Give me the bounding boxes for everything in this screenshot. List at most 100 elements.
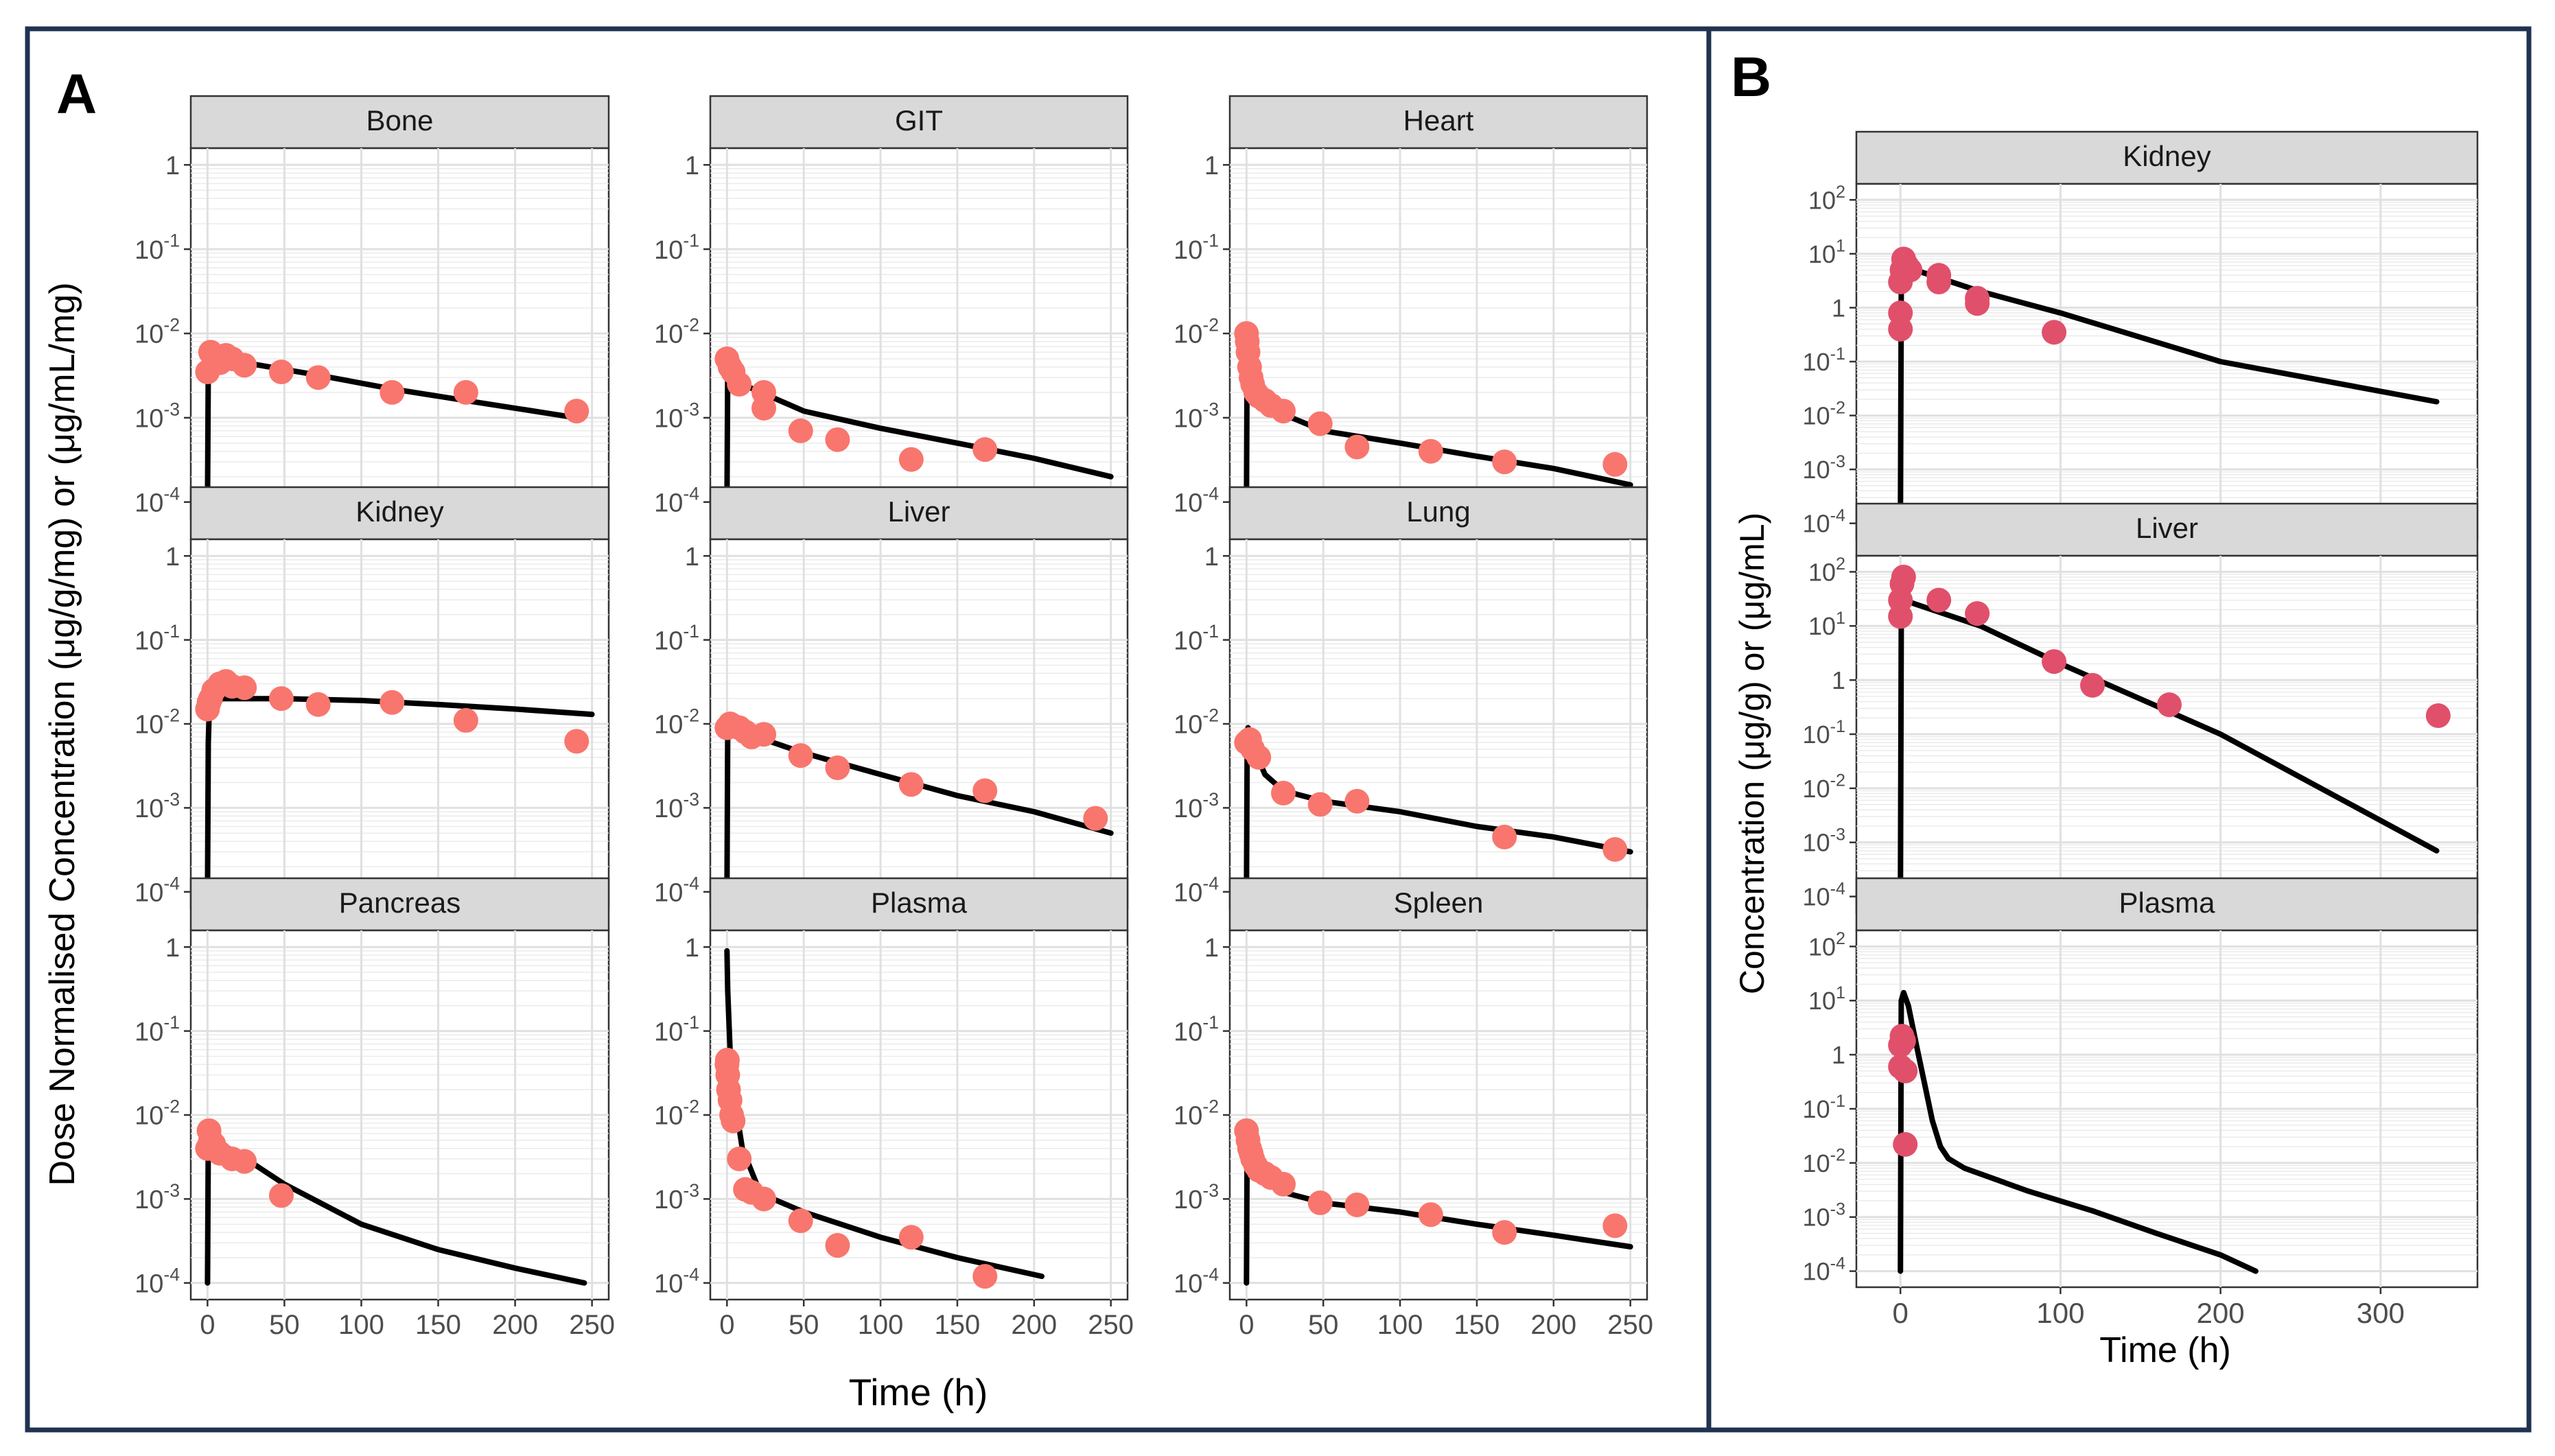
x-tick-label-a-pancreas: 100 bbox=[338, 1310, 384, 1340]
observed-point-a-spleen bbox=[1307, 1190, 1333, 1215]
y-tick-label-a-spleen: 10-4 bbox=[1174, 1264, 1219, 1298]
observed-point-b-liver bbox=[2425, 703, 2451, 728]
x-tick-label-a-spleen: 100 bbox=[1377, 1310, 1423, 1340]
y-tick-label-b-kidney: 10-4 bbox=[1803, 506, 1845, 537]
x-tick-label-a-pancreas: 0 bbox=[200, 1310, 215, 1340]
observed-point-b-liver bbox=[2080, 672, 2105, 698]
y-tick-label-b-liver: 10-1 bbox=[1803, 717, 1845, 749]
gridlines-a-liver bbox=[710, 539, 1128, 908]
y-tick-label-b-plasma: 101 bbox=[1808, 983, 1845, 1015]
observed-point-a-plasma bbox=[825, 1233, 850, 1258]
strip-title-a-spleen: Spleen bbox=[1394, 886, 1484, 919]
strip-b-kidney bbox=[1855, 130, 2479, 185]
facet-a-plasma: Plasma 10-4 10-3 10-2 10-1 1 0 50 100 150 200 250 bbox=[654, 877, 1134, 1340]
observed-point-a-kidney bbox=[232, 675, 257, 701]
plots-layer: Bone 10-4 10-3 10-2 10-1 1 GIT 10-4 10-3 10-2 10-1… bbox=[135, 95, 2479, 1340]
x-tick-label-a-pancreas: 50 bbox=[269, 1310, 300, 1340]
observed-point-a-heart bbox=[1307, 411, 1333, 436]
y-tick-label-a-kidney: 10-3 bbox=[135, 789, 180, 823]
x-tick-label-a-plasma: 250 bbox=[1088, 1310, 1134, 1340]
observed-point-a-heart bbox=[1271, 399, 1296, 424]
observed-point-a-pancreas bbox=[268, 1183, 294, 1208]
y-tick-label-a-bone: 10-2 bbox=[135, 315, 180, 349]
y-tick-label-b-liver: 10-4 bbox=[1803, 879, 1845, 911]
y-tick-label-a-git: 1 bbox=[685, 152, 699, 180]
facet-a-spleen: Spleen 10-4 10-3 10-2 10-1 1 0 50 100 150 200 250 bbox=[1174, 877, 1653, 1340]
y-tick-label-b-liver: 102 bbox=[1808, 554, 1845, 586]
strip-title-a-heart: Heart bbox=[1403, 104, 1474, 137]
y-tick-label-a-plasma: 10-1 bbox=[654, 1012, 699, 1046]
facet-b-liver: Liver 10-4 10-3 10-2 10-1 1 101 102 bbox=[1803, 502, 2479, 919]
x-tick-label-a-spleen: 200 bbox=[1530, 1310, 1576, 1340]
observed-point-a-liver bbox=[1083, 806, 1108, 831]
observed-point-a-git bbox=[788, 418, 813, 443]
predicted-line-b-plasma bbox=[1898, 989, 2259, 1274]
x-tick-label-a-pancreas: 200 bbox=[492, 1310, 538, 1340]
x-tick-label-b-plasma: 300 bbox=[2357, 1297, 2405, 1329]
panel-b-frame bbox=[1706, 26, 2532, 1433]
y-tick-label-b-plasma: 10-2 bbox=[1803, 1146, 1845, 1177]
observed-point-a-heart bbox=[1492, 449, 1517, 475]
observed-point-a-git bbox=[898, 447, 924, 472]
gridlines-b-liver bbox=[1856, 556, 2477, 913]
facet-a-kidney: Kidney 10-4 10-3 10-2 10-1 1 bbox=[135, 486, 610, 915]
observed-point-a-git bbox=[825, 427, 850, 452]
observed-point-a-plasma bbox=[751, 1186, 777, 1212]
observed-point-a-plasma bbox=[721, 1108, 746, 1134]
y-tick-label-a-pancreas: 10-4 bbox=[135, 1264, 180, 1298]
y-tick-label-a-bone: 1 bbox=[165, 152, 180, 180]
y-tick-label-a-bone: 10-3 bbox=[135, 399, 180, 433]
y-tick-label-a-heart: 10-2 bbox=[1174, 315, 1219, 349]
observed-point-a-heart bbox=[1418, 438, 1443, 464]
a-x-axis-title: Time (h) bbox=[849, 1371, 988, 1413]
x-tick-label-a-spleen: 250 bbox=[1607, 1310, 1653, 1340]
observed-point-b-kidney bbox=[1888, 301, 1913, 326]
strip-title-a-git: GIT bbox=[895, 104, 943, 137]
a-y-axis-title: Dose Normalised Concentration (μg/g/mg) … bbox=[43, 282, 82, 1186]
observed-point-a-lung bbox=[1492, 824, 1517, 849]
strip-a-kidney bbox=[189, 486, 610, 541]
strip-a-pancreas bbox=[189, 877, 610, 932]
observed-point-a-spleen bbox=[1271, 1171, 1296, 1197]
observed-point-b-liver bbox=[1926, 587, 1952, 613]
facet-a-heart: Heart 10-4 10-3 10-2 10-1 1 bbox=[1174, 95, 1648, 526]
y-tick-label-b-kidney: 101 bbox=[1808, 237, 1845, 268]
observed-point-a-bone bbox=[453, 379, 478, 405]
y-tick-label-a-liver: 10-1 bbox=[654, 621, 699, 655]
observed-point-a-spleen bbox=[1492, 1220, 1517, 1245]
strip-b-plasma bbox=[1855, 877, 2479, 932]
y-tick-label-a-pancreas: 10-1 bbox=[135, 1012, 180, 1046]
x-tick-label-a-pancreas: 250 bbox=[569, 1310, 615, 1340]
observed-point-a-kidney bbox=[564, 729, 590, 754]
observed-point-b-liver bbox=[2156, 692, 2182, 718]
y-tick-label-a-liver: 10-3 bbox=[654, 789, 699, 823]
x-tick-label-a-spleen: 50 bbox=[1308, 1310, 1339, 1340]
observed-point-b-kidney bbox=[2042, 320, 2067, 345]
observed-point-a-bone bbox=[380, 379, 405, 405]
y-tick-label-a-kidney: 10-4 bbox=[135, 873, 180, 907]
y-tick-label-a-bone: 10-1 bbox=[135, 231, 180, 265]
y-tick-label-a-git: 10-2 bbox=[654, 315, 699, 349]
facet-a-liver: Liver 10-4 10-3 10-2 10-1 1 bbox=[654, 486, 1129, 915]
observed-point-a-git bbox=[727, 371, 752, 397]
observed-point-b-liver bbox=[1891, 565, 1916, 590]
y-tick-label-a-liver: 1 bbox=[685, 543, 699, 572]
y-tick-label-b-plasma: 1 bbox=[1832, 1041, 1845, 1069]
x-tick-label-a-plasma: 150 bbox=[935, 1310, 981, 1340]
observed-point-a-bone bbox=[232, 353, 257, 378]
observed-point-a-liver bbox=[751, 722, 777, 747]
y-tick-label-a-heart: 10-3 bbox=[1174, 399, 1219, 433]
observed-point-b-plasma bbox=[1891, 1029, 1916, 1054]
strip-a-liver bbox=[709, 486, 1129, 541]
observed-point-a-bone bbox=[268, 360, 294, 385]
observed-point-a-liver bbox=[898, 772, 924, 797]
y-tick-label-a-kidney: 1 bbox=[165, 543, 180, 572]
facet-a-lung: Lung 10-4 10-3 10-2 10-1 1 bbox=[1174, 486, 1648, 915]
strip-a-plasma bbox=[709, 877, 1129, 932]
strip-b-liver bbox=[1855, 502, 2479, 557]
observed-point-a-spleen bbox=[1602, 1213, 1628, 1238]
y-tick-label-a-plasma: 10-2 bbox=[654, 1096, 699, 1131]
y-tick-label-a-pancreas: 10-2 bbox=[135, 1096, 180, 1131]
gridlines-b-plasma bbox=[1856, 930, 2477, 1287]
